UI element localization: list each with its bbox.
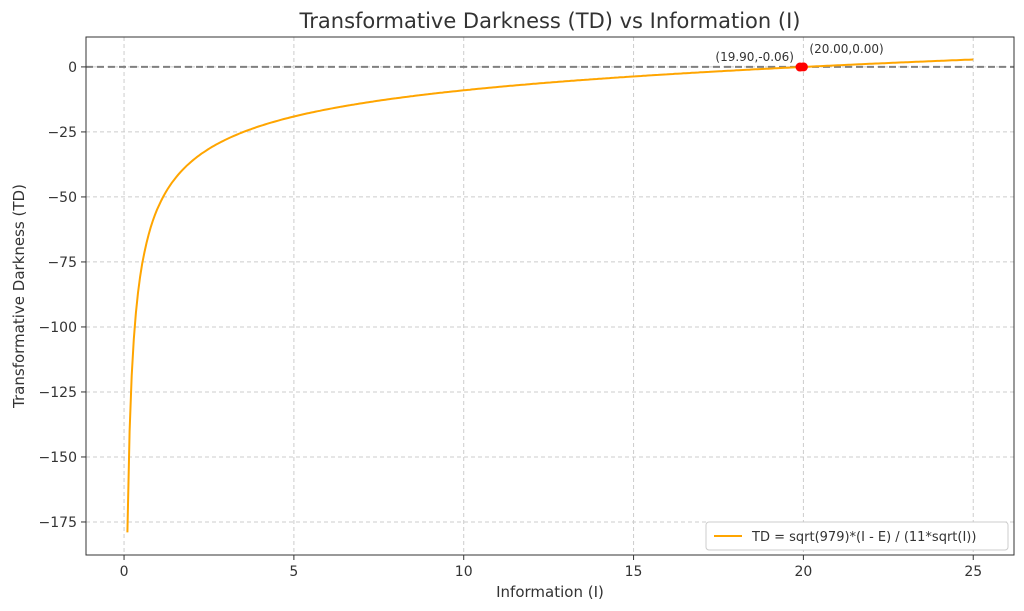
y-tick-label: −100	[39, 320, 77, 336]
y-tick-label: −75	[47, 255, 77, 271]
x-tick-label: 5	[289, 564, 298, 580]
y-tick-label: −175	[39, 515, 77, 531]
plot-frame	[85, 36, 1015, 556]
point-label: (20.00,0.00)	[809, 42, 883, 56]
x-tick-label: 10	[455, 564, 473, 580]
legend-label: TD = sqrt(979)*(I - E) / (11*sqrt(I))	[751, 530, 976, 545]
x-tick-label: 20	[794, 564, 812, 580]
highlight-point	[798, 62, 808, 72]
y-axis-label: Transformative Darkness (TD)	[10, 184, 28, 409]
legend: TD = sqrt(979)*(I - E) / (11*sqrt(I))	[705, 521, 1009, 551]
x-axis-label: Information (I)	[496, 583, 604, 601]
y-tick-label: −50	[47, 190, 77, 206]
chart-title: Transformative Darkness (TD) vs Informat…	[299, 9, 801, 33]
point-label: (19.90,-0.06)	[715, 50, 794, 64]
td-curve	[126, 58, 974, 533]
y-tick-label: 0	[68, 60, 77, 76]
x-tick-label: 25	[964, 564, 982, 580]
x-tick-label: 0	[120, 564, 129, 580]
y-tick-label: −125	[39, 385, 77, 401]
x-tick-label: 15	[625, 564, 643, 580]
y-tick-label: −25	[47, 125, 77, 141]
y-tick-label: −150	[39, 450, 77, 466]
legend-box	[705, 521, 1009, 551]
